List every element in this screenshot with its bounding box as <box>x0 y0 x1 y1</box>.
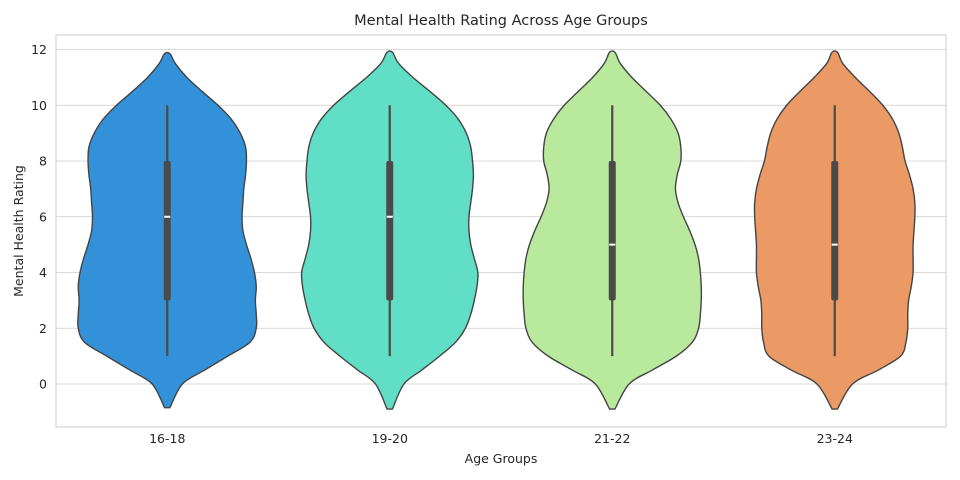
x-tick-label: 16-18 <box>149 431 185 446</box>
violin-16-18 <box>78 52 257 407</box>
y-tick-labels: 0 2 4 6 8 10 12 <box>31 42 47 392</box>
violin-iqr-box <box>609 161 616 300</box>
violin-21-22 <box>523 51 701 409</box>
y-tick-label: 6 <box>39 209 47 224</box>
y-tick-label: 4 <box>39 265 47 280</box>
y-tick-label: 8 <box>39 154 47 169</box>
y-tick-label: 12 <box>31 42 47 57</box>
y-tick-label: 2 <box>39 321 47 336</box>
violin-iqr-box <box>831 161 838 300</box>
x-tick-label: 21-22 <box>594 431 630 446</box>
x-tick-labels: 16-18 19-20 21-22 23-24 <box>149 431 853 446</box>
violin-23-24 <box>754 51 915 409</box>
y-axis-label: Mental Health Rating <box>11 165 26 297</box>
violins <box>78 51 915 409</box>
x-tick-label: 19-20 <box>372 431 408 446</box>
violin-iqr-box <box>164 161 171 300</box>
violin-iqr-box <box>386 161 393 300</box>
x-tick-label: 23-24 <box>817 431 853 446</box>
chart-title: Mental Health Rating Across Age Groups <box>354 13 648 29</box>
x-axis-label: Age Groups <box>465 451 538 466</box>
violin-19-20 <box>302 51 478 409</box>
y-tick-label: 0 <box>39 377 47 392</box>
y-tick-label: 10 <box>31 98 47 113</box>
